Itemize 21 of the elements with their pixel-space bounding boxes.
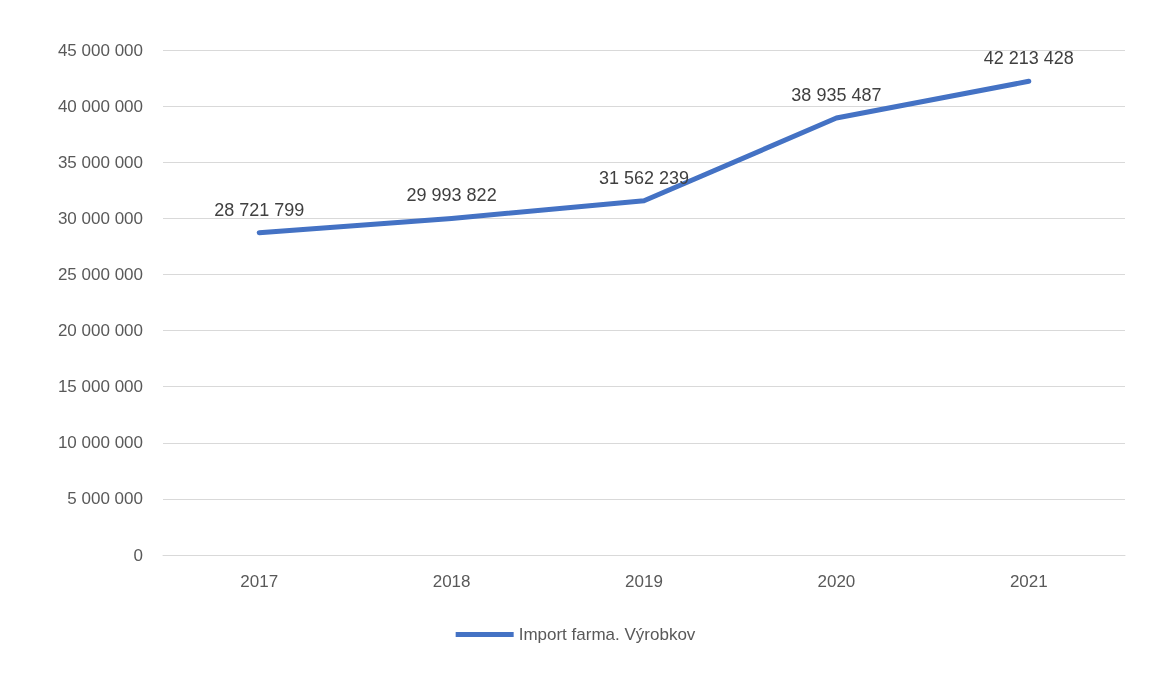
y-tick-label: 25 000 000: [57, 264, 143, 284]
y-tick-label: 5 000 000: [67, 489, 143, 509]
y-tick-label: 45 000 000: [57, 40, 143, 60]
x-tick-label: 2019: [625, 572, 663, 591]
data-label: 42 213 428: [983, 48, 1074, 69]
y-tick-label: 10 000 000: [57, 433, 143, 453]
y-tick-label: 0: [133, 545, 143, 565]
data-label: 29 993 822: [406, 185, 497, 206]
y-tick-label: 30 000 000: [57, 208, 143, 228]
x-tick-label: 2020: [817, 572, 856, 591]
y-tick-label: 20 000 000: [57, 321, 143, 341]
data-label: 31 562 239: [598, 167, 690, 188]
y-tick-label: 15 000 000: [57, 377, 143, 397]
x-tick-label: 2017: [240, 572, 279, 591]
legend-label: Import farma. Výrobkov: [518, 625, 696, 644]
x-tick-label: 2021: [1009, 572, 1048, 591]
data-label: 28 721 799: [214, 199, 305, 220]
data-label: 38 935 487: [791, 85, 882, 106]
x-tick-label: 2018: [432, 572, 471, 591]
y-tick-label: 40 000 000: [57, 96, 143, 116]
y-tick-label: 35 000 000: [57, 152, 143, 172]
